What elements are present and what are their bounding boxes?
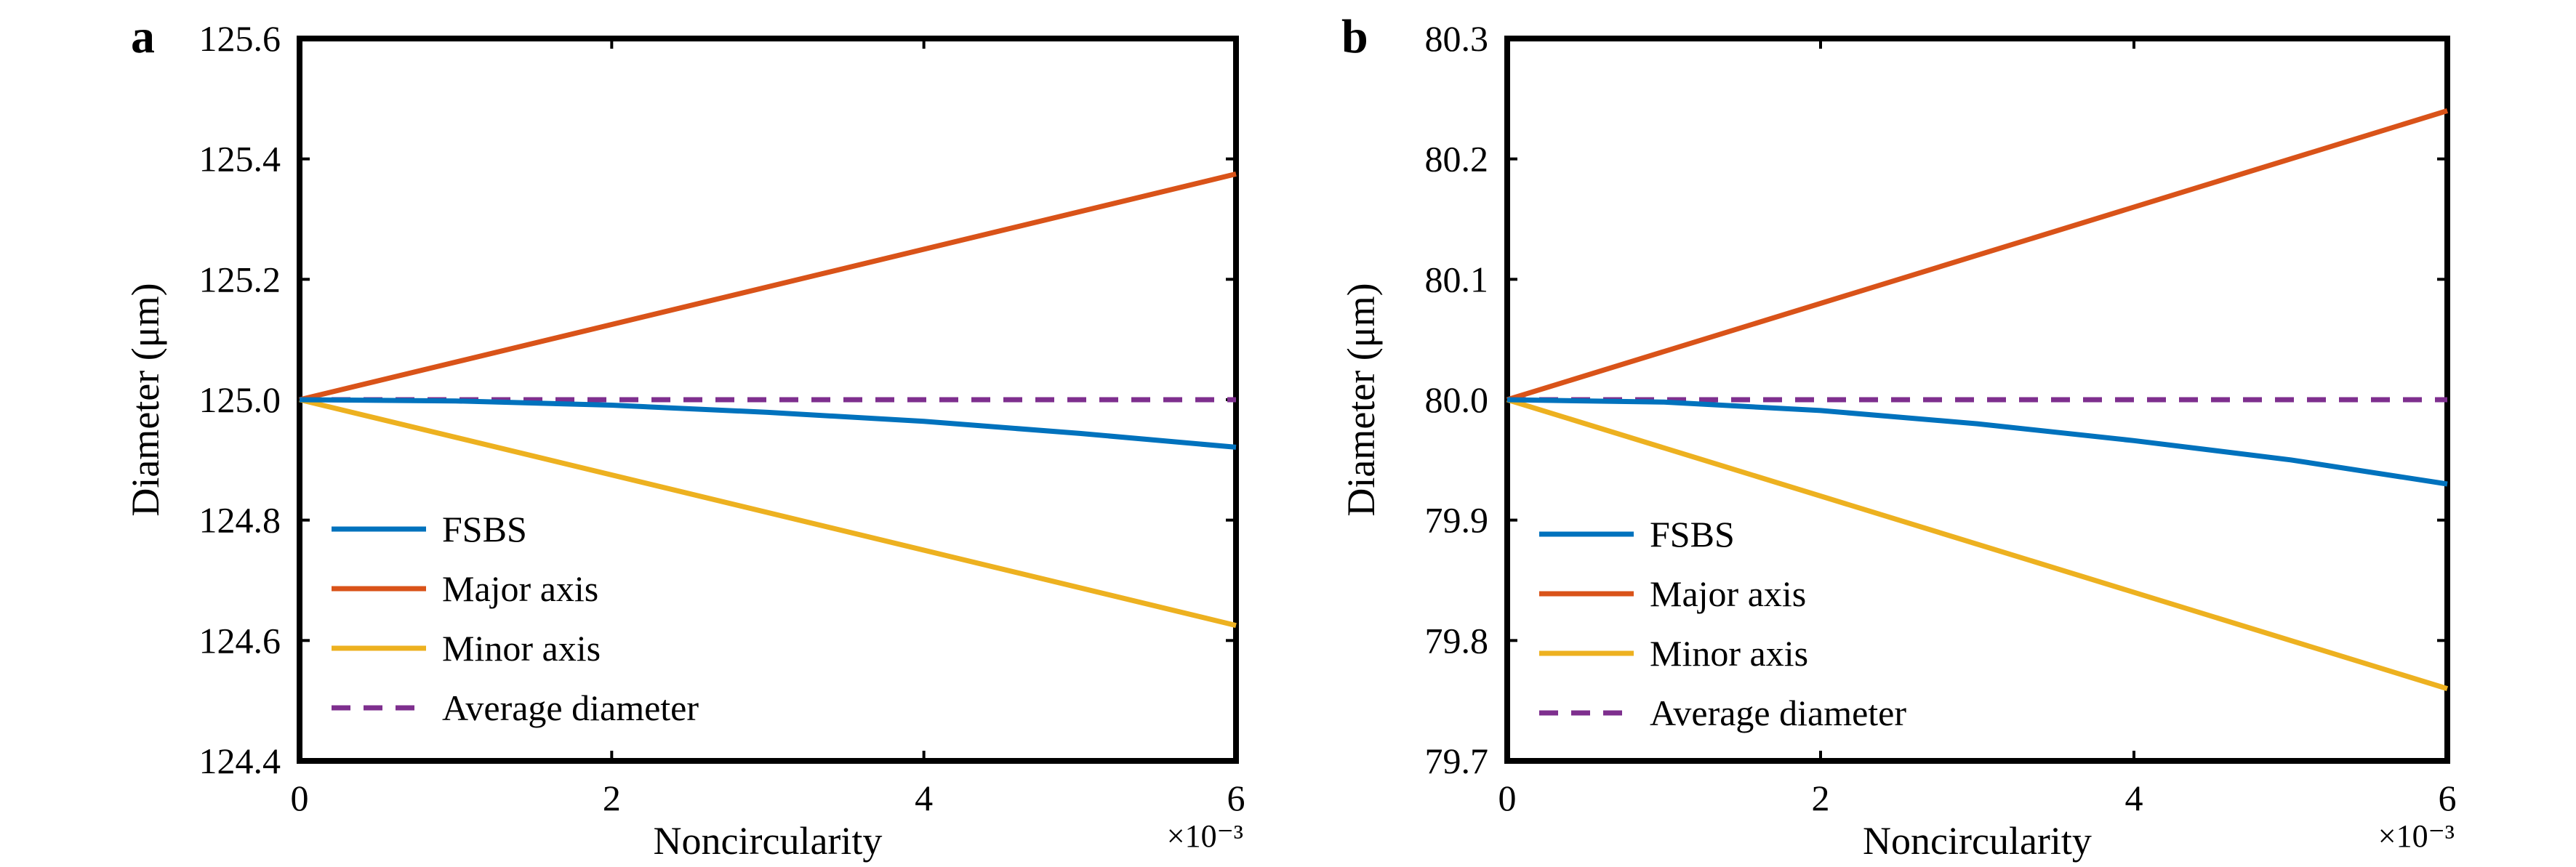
panel-a: 124.4 124.6 124.8 125.0 125.2 125.4 125.6 0 2 4 6 N…: [124, 10, 1245, 863]
legend-label-average-diameter: Average diameter: [1650, 693, 1906, 733]
panel-b: 79.7 79.8 79.9 80.0 80.1 80.2 80.3 0 2 4 6 Noncircu…: [1339, 10, 2457, 863]
x-tick-label: 4: [915, 778, 933, 818]
y-tick-label: 80.3: [1425, 18, 1489, 59]
series-line-minor-axis: [299, 397, 1237, 629]
y-tick-label: 80.0: [1425, 379, 1489, 420]
legend-label-fsbs: FSBS: [1650, 514, 1735, 555]
legend-label-fsbs: FSBS: [442, 509, 527, 549]
legend-label-minor-axis: Minor axis: [442, 628, 601, 669]
y-tick-label: 79.8: [1425, 620, 1489, 661]
series-line-fsbs: [1506, 397, 2448, 487]
y-axis-label: Diameter (μm): [1339, 283, 1383, 516]
series-line-major-axis: [299, 171, 1237, 403]
y-tick-label: 124.8: [199, 500, 281, 541]
panel-label: b: [1341, 10, 1368, 63]
y-tick-label: 79.7: [1425, 741, 1489, 781]
series-line-fsbs: [299, 397, 1237, 450]
y-tick-label: 125.0: [199, 379, 281, 420]
x-axis-label: Noncircularity: [1863, 819, 2092, 863]
y-axis-label: Diameter (μm): [124, 283, 167, 516]
x-axis-multiplier: ×10⁻³: [2378, 818, 2455, 854]
y-tick-label: 124.4: [199, 741, 281, 781]
series-line-major-axis: [1506, 108, 2449, 403]
y-tick-label: 80.1: [1425, 259, 1489, 299]
x-tick-label: 6: [2439, 778, 2457, 818]
y-tick-label: 80.2: [1425, 139, 1489, 180]
x-tick-label: 0: [1498, 778, 1517, 818]
legend-label-average-diameter: Average diameter: [442, 687, 699, 728]
legend-label-major-axis: Major axis: [1650, 573, 1806, 614]
x-tick-label: 4: [2125, 778, 2143, 818]
y-tick-label: 125.2: [199, 259, 281, 299]
x-axis-label: Noncircularity: [654, 819, 883, 863]
panel-label: a: [131, 10, 155, 63]
legend-label-major-axis: Major axis: [442, 568, 598, 609]
legend-label-minor-axis: Minor axis: [1650, 633, 1808, 674]
y-tick-label: 124.6: [199, 620, 281, 661]
y-tick-label: 125.4: [199, 139, 281, 180]
x-tick-label: 2: [1812, 778, 1830, 818]
x-axis-multiplier: ×10⁻³: [1167, 818, 1243, 854]
y-tick-label: 125.6: [199, 18, 281, 59]
series-line-minor-axis: [1506, 397, 2449, 691]
x-tick-label: 6: [1227, 778, 1245, 818]
x-tick-label: 0: [291, 778, 309, 818]
x-tick-label: 2: [603, 778, 621, 818]
y-tick-label: 79.9: [1425, 500, 1489, 541]
